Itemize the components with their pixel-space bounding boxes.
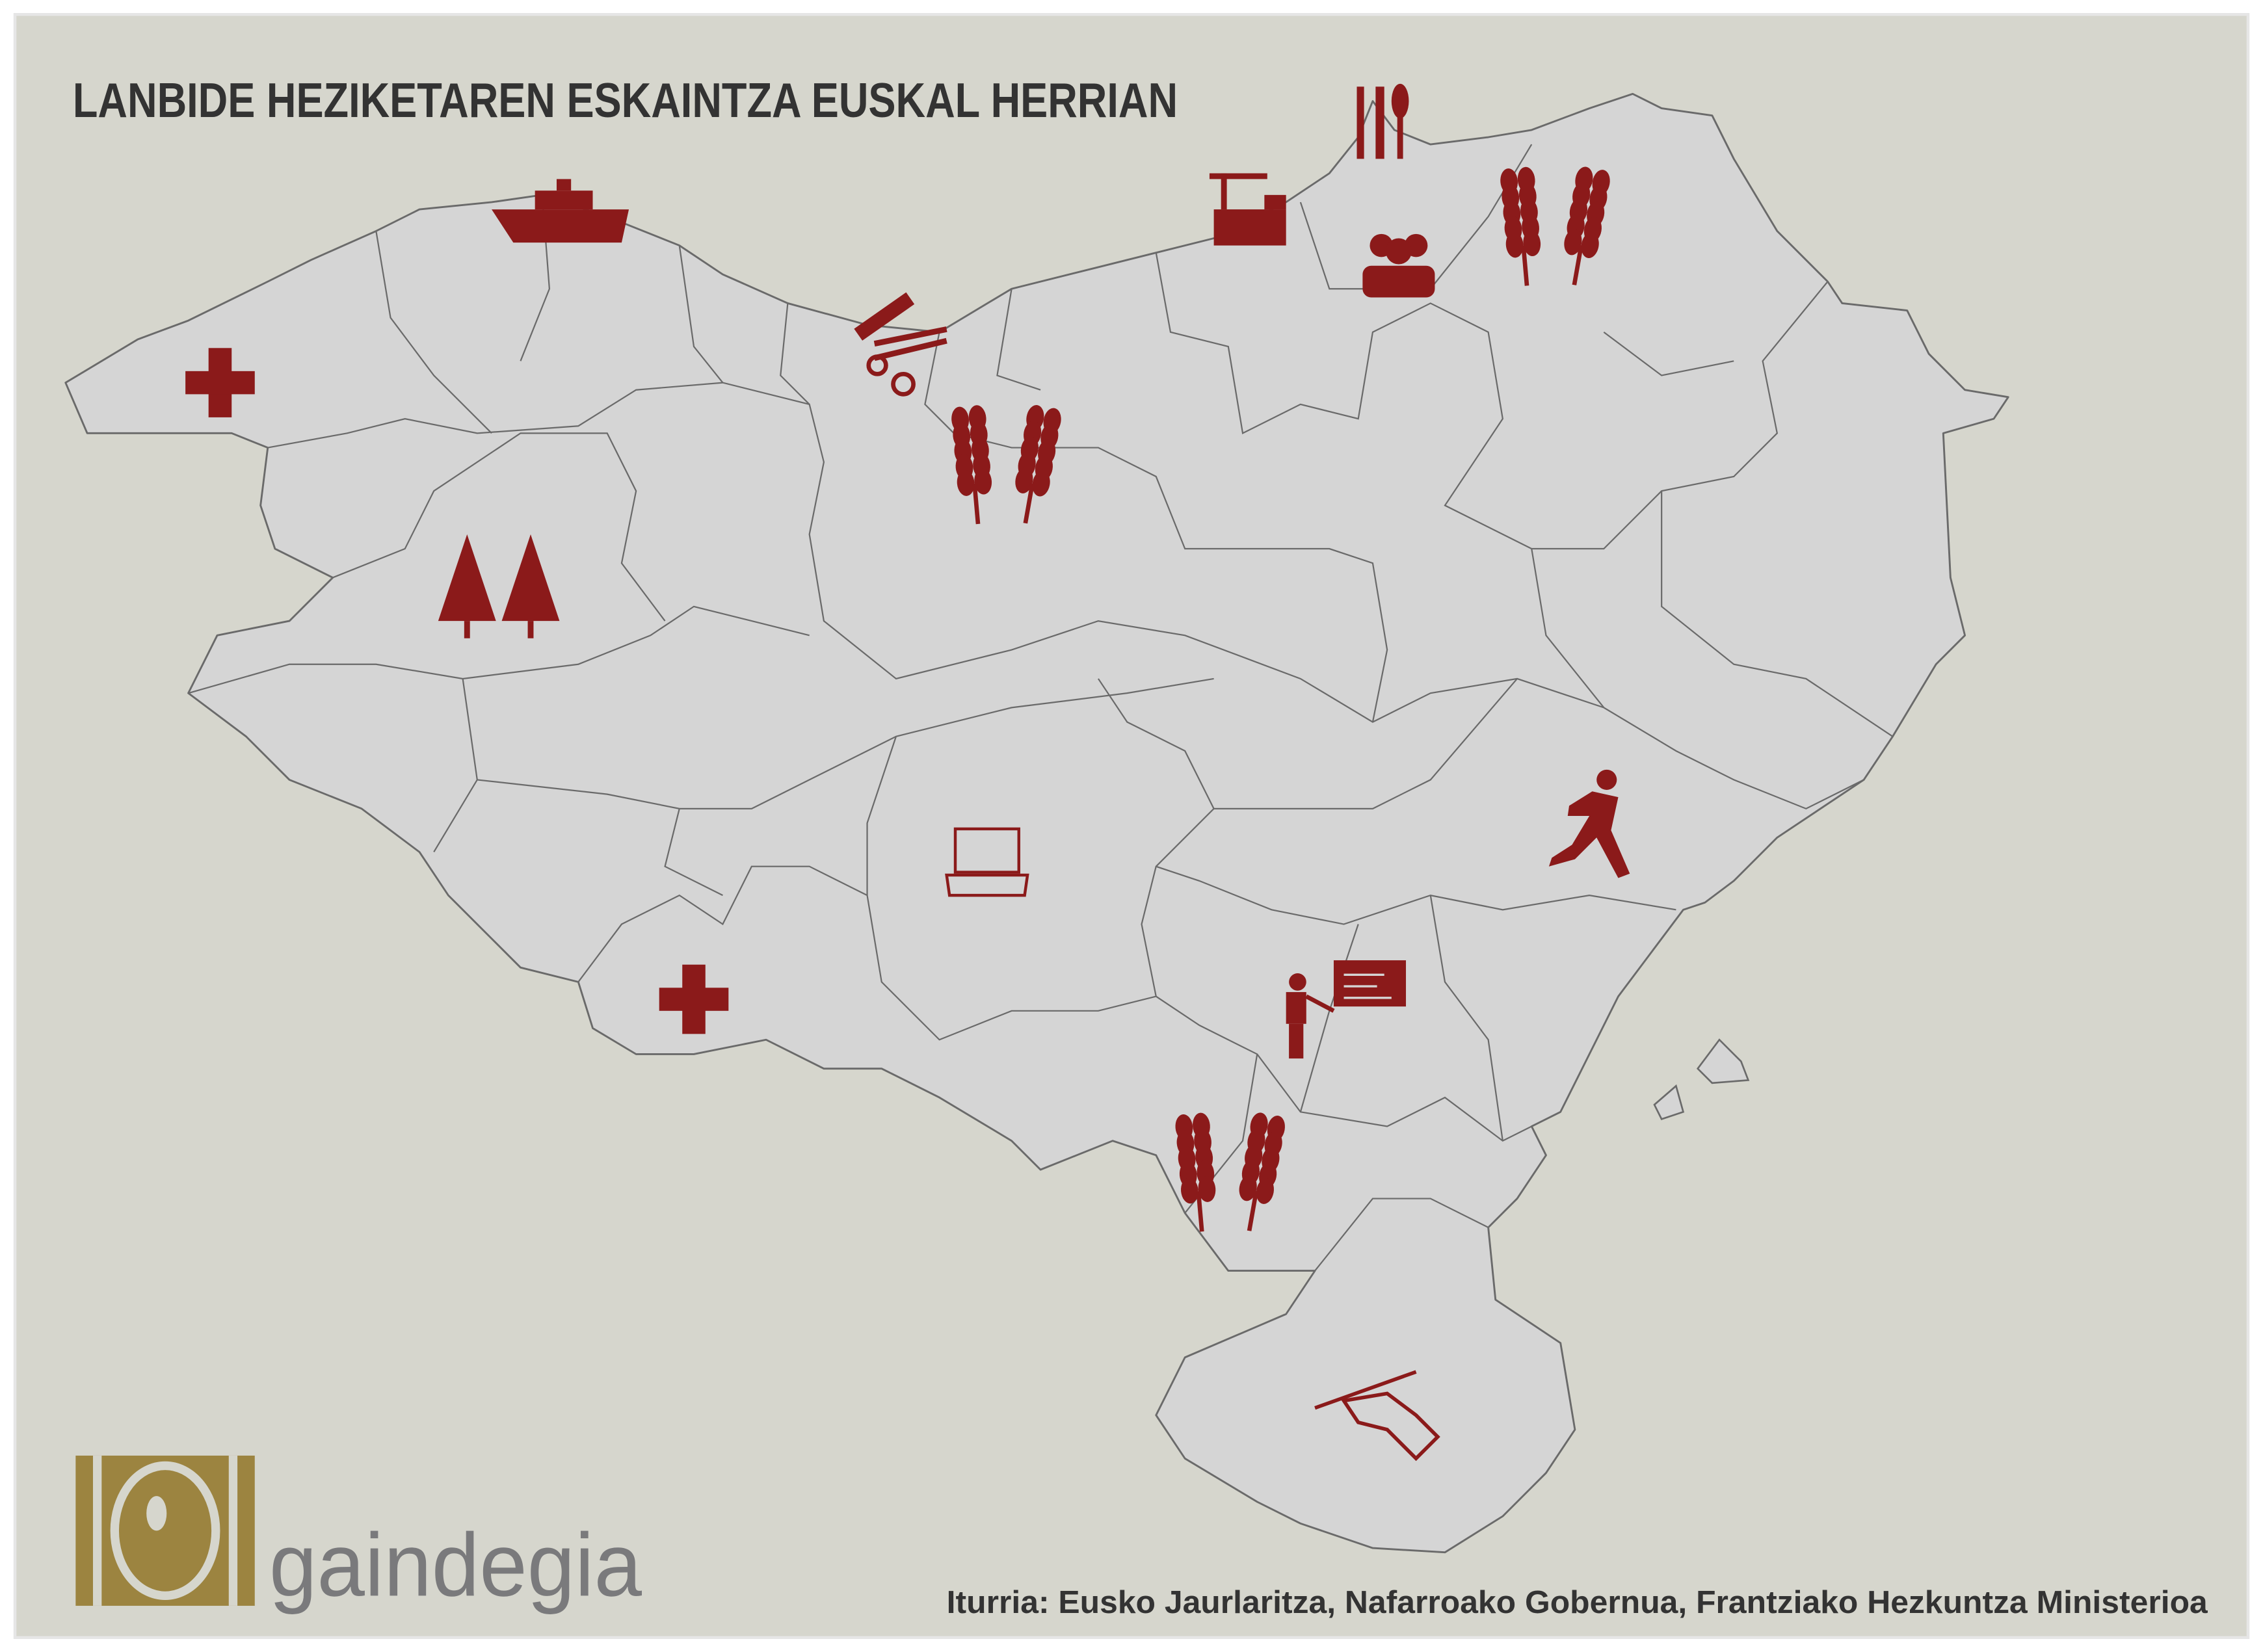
wheat-icon (951, 405, 1061, 525)
district-borders (188, 144, 1894, 1272)
map (64, 92, 2009, 1554)
runner-icon (1548, 769, 1630, 878)
crane-building-icon (1209, 173, 1286, 246)
boat-icon (492, 179, 629, 243)
people-group-icon (1362, 233, 1435, 298)
source-note: Iturria: Eusko Jaurlaritza, Nafarroako G… (947, 1585, 2208, 1620)
logo: gaindegia (75, 1455, 642, 1615)
page-title: LANBIDE HEZIKETAREN ESKAINTZA EUSKAL HER… (73, 73, 1178, 128)
teacher-board-icon (1286, 960, 1407, 1059)
wheat-icon (1175, 1112, 1285, 1232)
comb-scissors-icon (854, 292, 947, 397)
hand-writing-icon (1314, 1370, 1440, 1462)
wheat-icon (1500, 166, 1610, 286)
medical-cross-icon (659, 964, 729, 1034)
logo-text: gaindegia (269, 1515, 642, 1615)
cutlery-icon (1356, 83, 1409, 159)
sector-icons (185, 83, 1630, 1462)
trees-icon (438, 534, 560, 638)
island (1653, 1038, 1750, 1121)
wheat-layer (951, 166, 1610, 1232)
region-outline (64, 92, 2009, 1554)
medical-cross-icon (185, 348, 255, 417)
laptop-icon (945, 827, 1029, 897)
